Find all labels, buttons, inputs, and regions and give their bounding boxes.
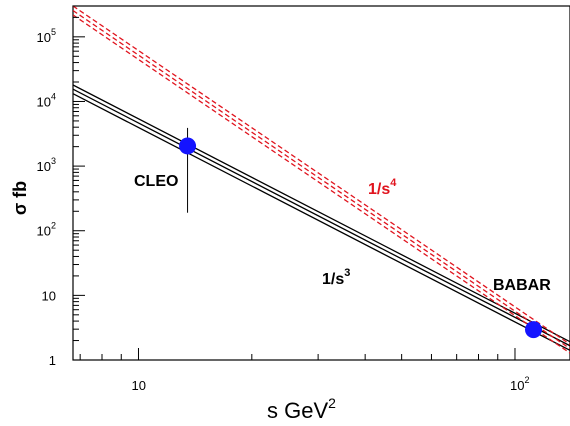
x-axis-title-base: s GeV <box>267 398 328 423</box>
y-tick-label-exp: 5 <box>51 27 56 37</box>
s4-band-label-base: 1/s <box>368 181 390 198</box>
y-tick-label: 10 <box>42 288 56 303</box>
y-tick-label: 1 <box>49 353 56 368</box>
y-tick-label-base: 10 <box>42 288 56 303</box>
cleo-label: CLEO <box>134 173 178 190</box>
x-tick-label: 10 <box>131 378 145 393</box>
x-tick-label-base: 10 <box>510 378 524 393</box>
band-s3-line-1 <box>73 88 570 347</box>
s4-band-label: 1/s4 <box>368 177 397 198</box>
x-axis-title: s GeV2 <box>267 395 336 423</box>
band-s4-line-1 <box>73 10 570 350</box>
babar-point <box>525 321 543 339</box>
y-tick-label-base: 10 <box>37 224 51 239</box>
y-tick-label-base: 10 <box>37 94 51 109</box>
y-axis-title: σ fb <box>10 181 30 215</box>
y-tick-label: 102 <box>37 221 56 239</box>
cleo-point <box>179 137 197 155</box>
s4-band-label-exp: 4 <box>390 177 397 189</box>
s3-band-label-base: 1/s <box>322 271 344 288</box>
y-tick-label-base: 10 <box>37 159 51 174</box>
data-points <box>179 127 543 339</box>
band-s4-line-2 <box>73 14 570 354</box>
y-tick-label-base: 1 <box>49 353 56 368</box>
y-tick-label-base: 10 <box>37 30 51 45</box>
x-tick-label: 102 <box>510 375 529 393</box>
theory-bands <box>73 6 570 354</box>
x-tick-label-exp: 2 <box>524 375 529 385</box>
babar-label: BABAR <box>493 277 551 294</box>
y-tick-label: 105 <box>37 27 56 45</box>
y-tick-label-exp: 4 <box>51 91 56 101</box>
x-axis-ticks: 10 102 <box>79 348 529 393</box>
s3-band-label: 1/s3 <box>322 267 350 288</box>
y-tick-label-exp: 2 <box>51 221 56 231</box>
x-axis-title-exp: 2 <box>328 395 336 411</box>
y-tick-label: 104 <box>37 91 56 109</box>
s3-band-label-exp: 3 <box>344 267 350 279</box>
band-s4-line-0 <box>73 6 570 345</box>
y-tick-label-exp: 3 <box>51 156 56 166</box>
band-s3-line-2 <box>73 93 570 351</box>
plot-frame <box>72 5 570 361</box>
x-tick-label-base: 10 <box>131 378 145 393</box>
band-s3-line-0 <box>73 84 570 343</box>
y-tick-label: 103 <box>37 156 56 174</box>
